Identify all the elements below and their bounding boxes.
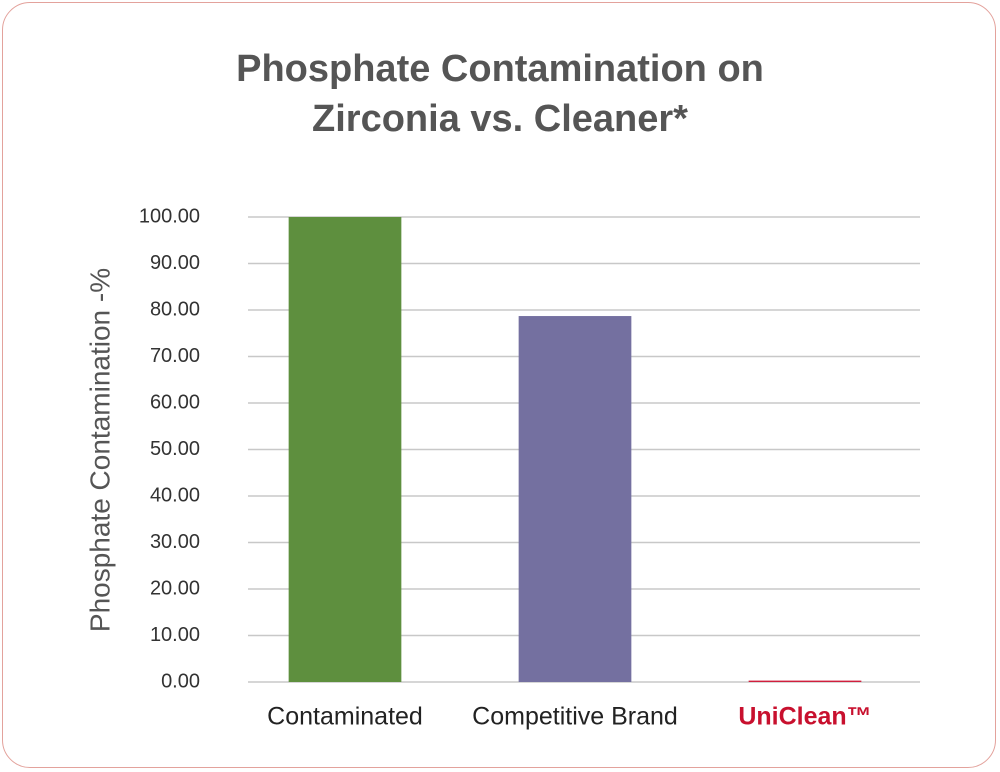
y-tick-label: 50.00 bbox=[150, 438, 200, 460]
y-tick-label: 20.00 bbox=[150, 577, 200, 599]
bar bbox=[518, 316, 632, 682]
y-tick-label: 0.00 bbox=[161, 670, 200, 692]
chart-title: Phosphate Contamination on Zirconia vs. … bbox=[236, 48, 764, 140]
y-tick-label: 80.00 bbox=[150, 298, 200, 320]
y-axis-title: Phosphate Contamination -% bbox=[84, 268, 115, 632]
bar bbox=[288, 217, 402, 682]
y-tick-label: 90.00 bbox=[150, 252, 200, 274]
bar bbox=[748, 680, 862, 682]
x-tick-label: UniClean™ bbox=[738, 703, 871, 731]
y-tick-label: 10.00 bbox=[150, 624, 200, 646]
y-tick-label: 40.00 bbox=[150, 484, 200, 506]
y-tick-label: 60.00 bbox=[150, 391, 200, 413]
y-tick-label: 30.00 bbox=[150, 531, 200, 553]
y-tick-label: 70.00 bbox=[150, 345, 200, 367]
x-tick-label: Contaminated bbox=[267, 703, 423, 731]
x-tick-label: Competitive Brand bbox=[472, 703, 678, 731]
y-tick-label: 100.00 bbox=[139, 205, 200, 227]
